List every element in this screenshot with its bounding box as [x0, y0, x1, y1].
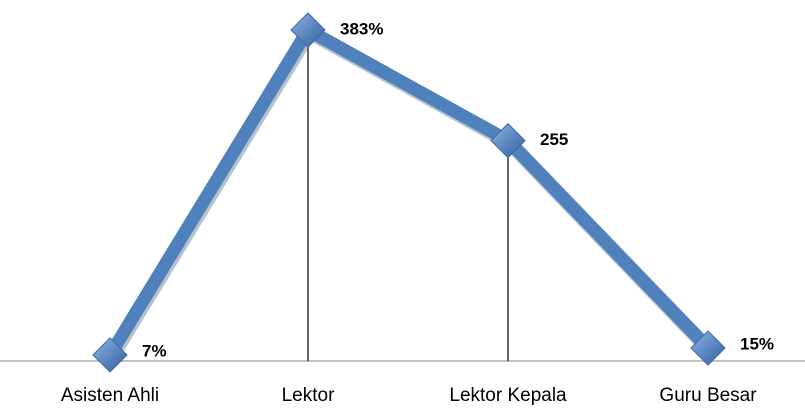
data-label: 7% [142, 341, 167, 360]
data-label: 383% [340, 19, 383, 38]
x-tick-label: Lektor Kepala [449, 385, 567, 406]
x-tick-label: Guru Besar [659, 385, 757, 406]
x-tick-label: Asisten Ahli [61, 385, 159, 406]
data-label: 255 [540, 130, 568, 149]
line [104, 23, 713, 359]
x-tick-label: Lektor [282, 385, 335, 406]
marker [690, 330, 726, 366]
marker [92, 337, 128, 373]
data-label: 15% [740, 335, 774, 354]
marker [290, 12, 326, 48]
marker [490, 122, 526, 159]
